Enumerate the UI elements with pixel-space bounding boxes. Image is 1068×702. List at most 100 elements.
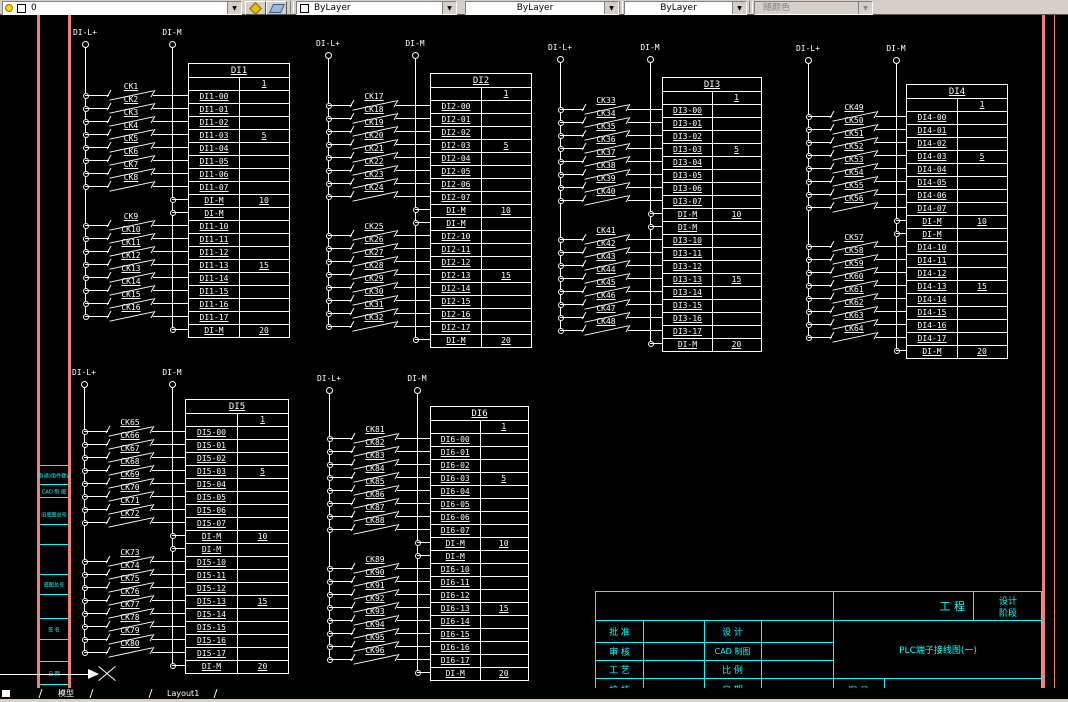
terminal-name: DI4-01 <box>917 126 947 135</box>
switch-label: CK7 <box>123 160 139 169</box>
wire-node <box>806 257 812 263</box>
plot-style-dropdown: 随颜色 ▼ <box>754 1 873 15</box>
linetype-dropdown-arrow-icon[interactable]: ▼ <box>604 2 618 14</box>
wire <box>397 594 430 595</box>
switch-label: CK89 <box>365 555 385 564</box>
terminal-row: DI2-17 <box>431 321 531 334</box>
terminal-number <box>480 446 529 459</box>
wire-node <box>327 631 333 637</box>
terminal-name: DI4-13 <box>917 282 947 291</box>
terminal-row: DI-M 10 <box>431 204 531 217</box>
wire-node <box>558 120 564 126</box>
terminal-name: DI6-05 <box>440 500 470 509</box>
terminal-number: 1 <box>261 79 267 88</box>
terminal-name: DI4-15 <box>917 308 947 317</box>
terminal-row: DI-M 20 <box>189 324 289 337</box>
wire <box>560 174 584 175</box>
wire <box>560 317 584 318</box>
wire <box>396 118 430 119</box>
lineweight-dropdown[interactable]: ByLayer ▼ <box>624 1 747 15</box>
switch-label: CK24 <box>364 183 384 192</box>
terminal-row: DI-M 10 <box>907 215 1007 228</box>
wire-node <box>83 93 89 99</box>
wire-node <box>83 171 89 177</box>
color-dropdown-arrow-icon[interactable]: ▼ <box>442 2 456 14</box>
wire-node <box>170 533 176 539</box>
wire <box>876 155 906 156</box>
terminal-number: 10 <box>501 206 511 215</box>
terminal-row: DI1-01 <box>189 103 289 116</box>
wire-node <box>327 644 333 650</box>
terminal-row: DI-M <box>907 228 1007 241</box>
wire-node <box>806 283 812 289</box>
terminal-row: DI2-03 5 <box>431 139 531 152</box>
terminal-name: DI5-03 <box>197 467 226 476</box>
terminal-name: DI1-03 <box>199 131 229 140</box>
color-dropdown[interactable]: ByLayer ▼ <box>296 1 457 15</box>
switch-label: CK17 <box>364 92 384 101</box>
tab-scroll-icons[interactable] <box>2 690 10 697</box>
wire <box>153 277 188 278</box>
terminal-name: DI-M <box>677 210 698 219</box>
terminal-name: DI3-03 <box>673 145 702 154</box>
drawing-canvas[interactable]: 工 程 设计 阶段 批 准 设 计 审 核 CAD 制图 工 艺 比 例 校 核… <box>0 15 1068 688</box>
switch-label: CK48 <box>596 317 616 326</box>
switch-label: CK69 <box>120 470 140 479</box>
terminal-row: DI3-04 <box>663 156 761 169</box>
terminal-name: DI1-01 <box>199 105 229 114</box>
terminal-row: DI6-10 <box>431 563 528 576</box>
wire-node <box>327 488 333 494</box>
switch-label: CK74 <box>120 561 140 570</box>
terminal-name: DI4-17 <box>917 334 947 343</box>
terminal-name: DI-M <box>677 340 698 349</box>
wire-node <box>82 481 88 487</box>
layer-dropdown-arrow-icon[interactable]: ▼ <box>227 2 241 14</box>
switch-label: CK83 <box>365 451 385 460</box>
wire <box>896 220 906 221</box>
wire <box>329 477 353 478</box>
wire <box>329 490 353 491</box>
wire <box>397 529 430 530</box>
terminal-number <box>480 433 529 446</box>
terminal-row: DI1-05 <box>189 155 289 168</box>
frame-field-label: 日 期 <box>48 670 60 677</box>
bus-minus-label: DI-M <box>162 368 182 377</box>
wire-node <box>170 197 176 203</box>
design-label: 设 计 <box>722 627 743 638</box>
terminal-name: DI4-06 <box>917 191 947 200</box>
tab-model[interactable]: 模型 <box>38 689 94 698</box>
terminal-name: DI-M <box>922 347 942 356</box>
wire-node <box>327 449 333 455</box>
make-object-layer-current-button[interactable] <box>245 1 266 15</box>
terminal-name: DI4-14 <box>917 295 947 304</box>
terminal-name: DI1-13 <box>199 261 229 270</box>
terminal-row: DI3-07 <box>663 195 761 208</box>
tab-layout1[interactable]: Layout1 <box>148 689 218 698</box>
terminal-row: DI-M <box>189 207 289 220</box>
linetype-dropdown[interactable]: ByLayer ▼ <box>465 1 619 15</box>
terminal-name: DI2-10 <box>441 232 471 241</box>
bus-plus-line <box>808 63 809 337</box>
wire <box>396 183 430 184</box>
layer-dropdown[interactable]: 0 ▼ <box>2 1 242 15</box>
titleblock-line <box>884 678 885 688</box>
diagram-DI2: DI-L+ DI-M DI2 1 DI2-00 DI2-01 DI2-02 DI2-03 5 DI… <box>0 15 1068 688</box>
terminal-row: 1 <box>907 98 1007 111</box>
wire-node <box>326 142 332 148</box>
wire <box>628 317 662 318</box>
switch-label: CK67 <box>120 444 140 453</box>
wire <box>560 304 584 305</box>
terminal-row: DI5-03 5 <box>186 465 288 478</box>
terminal-row: DI1-12 <box>189 246 289 259</box>
terminal-row: DI5-16 <box>186 634 288 647</box>
layer-previous-button[interactable] <box>266 1 287 15</box>
terminal-name: DI2-03 <box>441 141 471 150</box>
terminal-row: DI4-01 <box>907 124 1007 137</box>
switch-label: CK59 <box>844 259 864 268</box>
terminal-name: DI-M <box>201 662 222 671</box>
wire <box>328 274 352 275</box>
wire <box>396 261 430 262</box>
terminal-number: 1 <box>501 422 507 431</box>
lineweight-dropdown-arrow-icon[interactable]: ▼ <box>732 2 746 14</box>
wire <box>876 194 906 195</box>
